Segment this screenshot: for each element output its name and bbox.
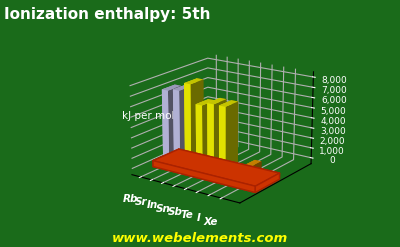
Text: www.webelements.com: www.webelements.com xyxy=(112,231,288,245)
Text: Ionization enthalpy: 5th: Ionization enthalpy: 5th xyxy=(4,7,210,22)
